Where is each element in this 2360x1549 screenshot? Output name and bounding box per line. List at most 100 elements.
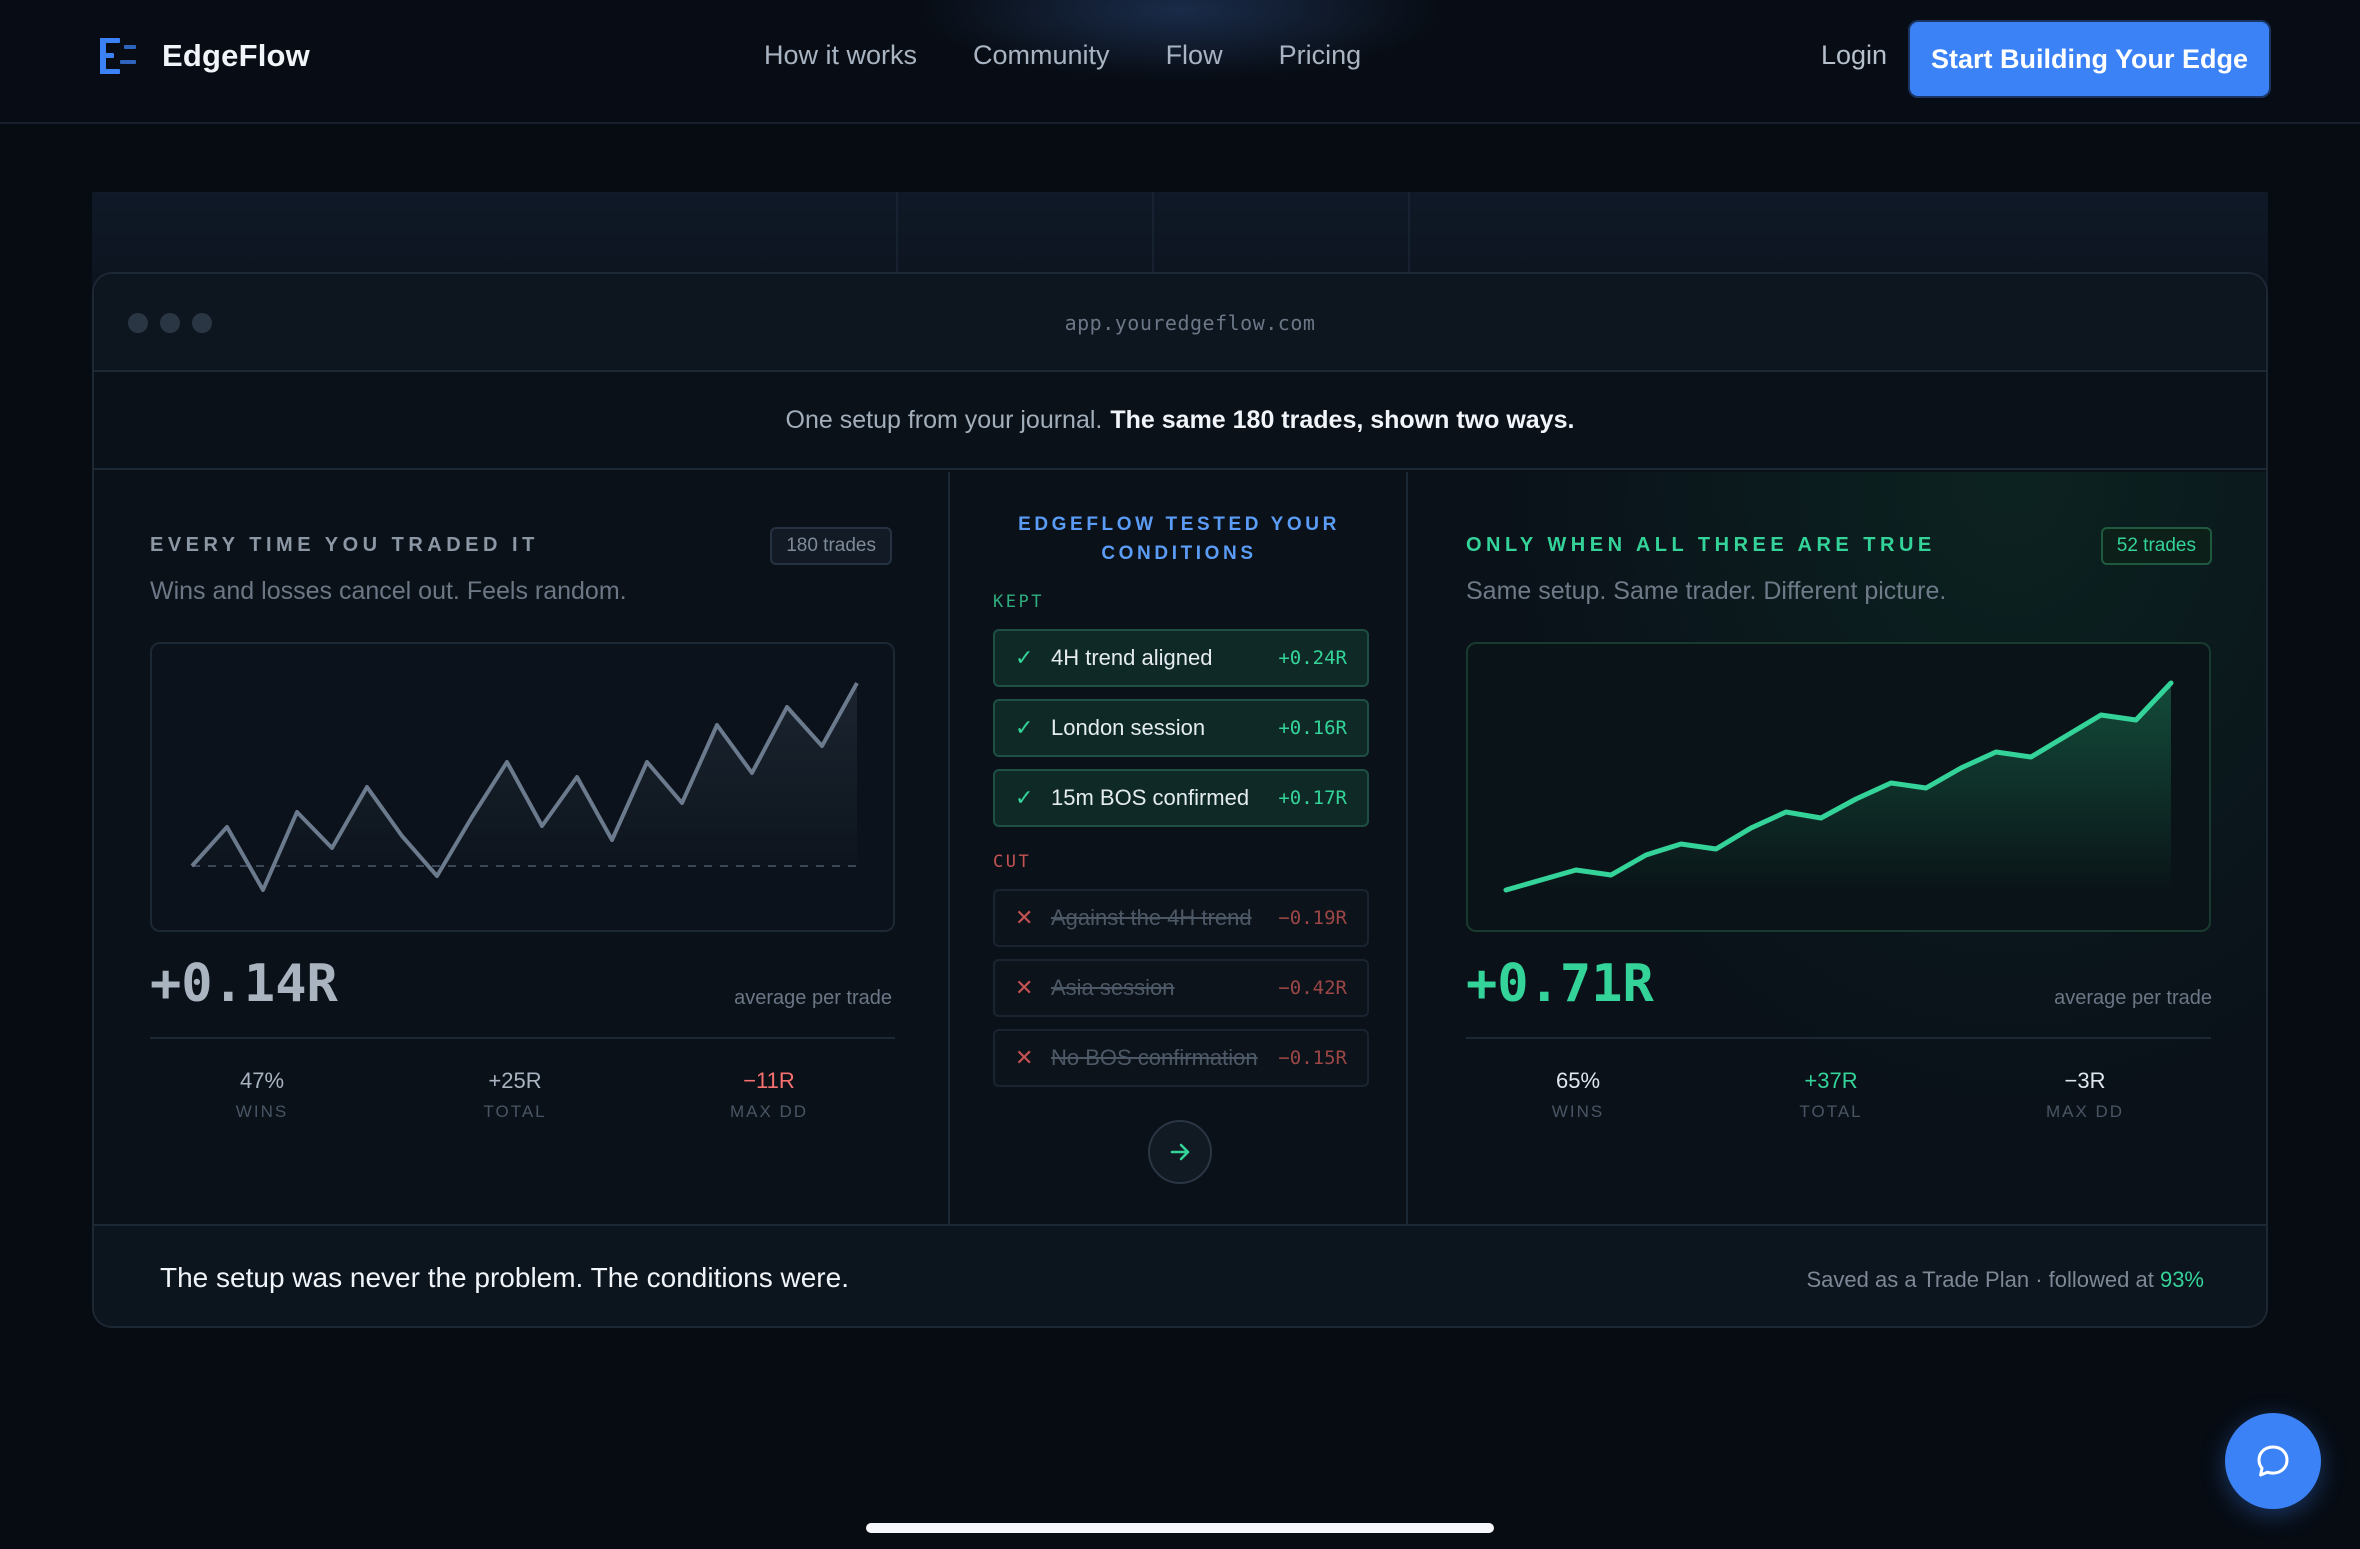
condition-label: Against the 4H trend — [1051, 905, 1252, 930]
condition-value: +0.24R — [1278, 647, 1347, 669]
kept-condition[interactable]: ✓ 4H trend aligned +0.24R — [993, 629, 1369, 687]
stat-value: +25R — [488, 1068, 542, 1093]
nav-glow — [920, 0, 1440, 80]
stat-max-dd: −3R MAX DD — [1985, 1068, 2185, 1122]
stat-value: +37R — [1804, 1068, 1858, 1093]
conclusion-tagline: The setup was never the problem. The con… — [160, 1262, 849, 1293]
stat-wins: 47% WINS — [162, 1068, 362, 1122]
stat-label: WINS — [235, 1102, 289, 1121]
condition-label: London session — [1051, 715, 1206, 740]
equity-line — [1503, 680, 2174, 893]
condition-value: +0.16R — [1278, 717, 1347, 739]
window-dot-icon — [128, 313, 148, 333]
stat-label: MAX DD — [2045, 1102, 2125, 1121]
equity-curve-svg — [190, 682, 859, 892]
check-icon: ✓ — [1015, 785, 1034, 810]
equity-line — [190, 682, 859, 892]
equity-area — [192, 683, 857, 890]
stat-label: WINS — [1551, 1102, 1605, 1121]
avg-r-caption: average per trade — [2054, 987, 2212, 1009]
x-icon: ✕ — [1015, 905, 1034, 930]
divider — [1466, 1037, 2211, 1039]
window-dot-icon — [192, 313, 212, 333]
browser-mockup: app.youredgeflow.com One setup from your… — [92, 272, 2268, 1328]
equity-curve-chart — [1466, 642, 2211, 932]
trade-plan-status: Saved as a Trade Plan · followed at 93% — [1807, 1267, 2205, 1293]
followed-percentage: 93% — [2159, 1267, 2204, 1292]
browser-url: app.youredgeflow.com — [1064, 311, 1316, 335]
nav-link-community[interactable]: Community — [973, 40, 1110, 70]
stat-total: +25R TOTAL — [415, 1068, 615, 1122]
intro-line: One setup from your journal. The same 18… — [94, 372, 2266, 470]
panel-title: EVERY TIME YOU TRADED IT — [150, 534, 539, 556]
brand-name: EdgeFlow — [162, 38, 310, 73]
conclusion-strip: The setup was never the problem. The con… — [94, 1224, 2266, 1326]
kept-label: KEPT — [993, 592, 1044, 612]
condition-value: −0.15R — [1278, 1047, 1347, 1069]
arrow-right-icon — [1170, 1143, 1190, 1161]
trade-plan-status-text: Saved as a Trade Plan · followed at — [1806, 1267, 2154, 1292]
avg-r-caption: average per trade — [734, 987, 892, 1009]
next-button[interactable] — [1148, 1120, 1212, 1184]
conditions-title-line: CONDITIONS — [1101, 543, 1257, 564]
trade-count-badge: 52 trades — [2100, 527, 2212, 565]
cut-condition[interactable]: ✕ Asia session −0.42R — [993, 959, 1369, 1017]
panel-subtitle: Wins and losses cancel out. Feels random… — [150, 577, 627, 605]
top-nav: EdgeFlow How it works Community Flow Pri… — [0, 0, 2360, 124]
stat-max-dd: −11R MAX DD — [669, 1068, 869, 1122]
stat-value: 65% — [1555, 1068, 1601, 1093]
condition-value: +0.17R — [1278, 787, 1347, 809]
stat-wins: 65% WINS — [1478, 1068, 1678, 1122]
intro-lead: One setup from your journal. — [785, 405, 1103, 434]
avg-r-value: +0.71R — [1466, 954, 1654, 1014]
chat-button[interactable] — [2225, 1413, 2321, 1509]
cut-condition[interactable]: ✕ Against the 4H trend −0.19R — [993, 889, 1369, 947]
condition-label: Asia session — [1051, 975, 1175, 1000]
nav-links: How it works Community Flow Pricing — [764, 40, 1361, 71]
x-icon: ✕ — [1015, 975, 1034, 1000]
conditions-title: EDGEFLOW TESTED YOUR CONDITIONS — [952, 510, 1406, 568]
kept-condition[interactable]: ✓ London session +0.16R — [993, 699, 1369, 757]
cut-label: CUT — [993, 852, 1032, 872]
filtered-trades-panel: ONLY WHEN ALL THREE ARE TRUE 52 trades S… — [1410, 472, 2266, 1224]
condition-value: −0.42R — [1278, 977, 1347, 999]
kept-condition[interactable]: ✓ 15m BOS confirmed +0.17R — [993, 769, 1369, 827]
nav-link-pricing[interactable]: Pricing — [1278, 40, 1362, 70]
chat-bubble-icon — [2257, 1445, 2289, 1477]
condition-label: 15m BOS confirmed — [1051, 785, 1250, 810]
condition-label: 4H trend aligned — [1051, 645, 1213, 670]
condition-value: −0.19R — [1278, 907, 1347, 929]
brand[interactable]: EdgeFlow — [100, 38, 310, 74]
equity-curve-svg — [1503, 680, 2174, 893]
login-link[interactable]: Login — [1821, 40, 1888, 70]
stat-total: +37R TOTAL — [1731, 1068, 1931, 1122]
stat-label: TOTAL — [483, 1102, 547, 1121]
check-icon: ✓ — [1015, 645, 1034, 670]
cut-condition[interactable]: ✕ No BOS confirmation −0.15R — [993, 1029, 1369, 1087]
conditions-title-line: EDGEFLOW TESTED YOUR — [1018, 514, 1340, 535]
avg-r-value: +0.14R — [150, 954, 338, 1014]
panel-title: ONLY WHEN ALL THREE ARE TRUE — [1466, 534, 1936, 556]
condition-label: No BOS confirmation — [1051, 1045, 1258, 1070]
stat-label: MAX DD — [729, 1102, 809, 1121]
browser-titlebar: app.youredgeflow.com — [94, 274, 2266, 372]
equity-area — [1506, 683, 2171, 890]
stat-value: −11R — [743, 1068, 795, 1093]
divider — [150, 1037, 895, 1039]
stat-value: 47% — [239, 1068, 285, 1093]
x-icon: ✕ — [1015, 1045, 1034, 1070]
start-building-button[interactable]: Start Building Your Edge — [1910, 22, 2269, 96]
trade-count-badge: 180 trades — [770, 527, 892, 565]
intro-emphasis: The same 180 trades, shown two ways. — [1110, 405, 1575, 434]
stat-label: TOTAL — [1799, 1102, 1863, 1121]
edgeflow-logo-icon — [100, 38, 136, 74]
equity-curve-chart — [150, 642, 895, 932]
panel-subtitle: Same setup. Same trader. Different pictu… — [1466, 577, 1947, 605]
check-icon: ✓ — [1015, 715, 1034, 740]
conditions-panel: EDGEFLOW TESTED YOUR CONDITIONS KEPT ✓ 4… — [952, 472, 1408, 1224]
nav-link-how-it-works[interactable]: How it works — [764, 40, 918, 70]
stat-value: −3R — [2064, 1068, 2106, 1093]
window-dot-icon — [160, 313, 180, 333]
nav-link-flow[interactable]: Flow — [1165, 40, 1223, 70]
